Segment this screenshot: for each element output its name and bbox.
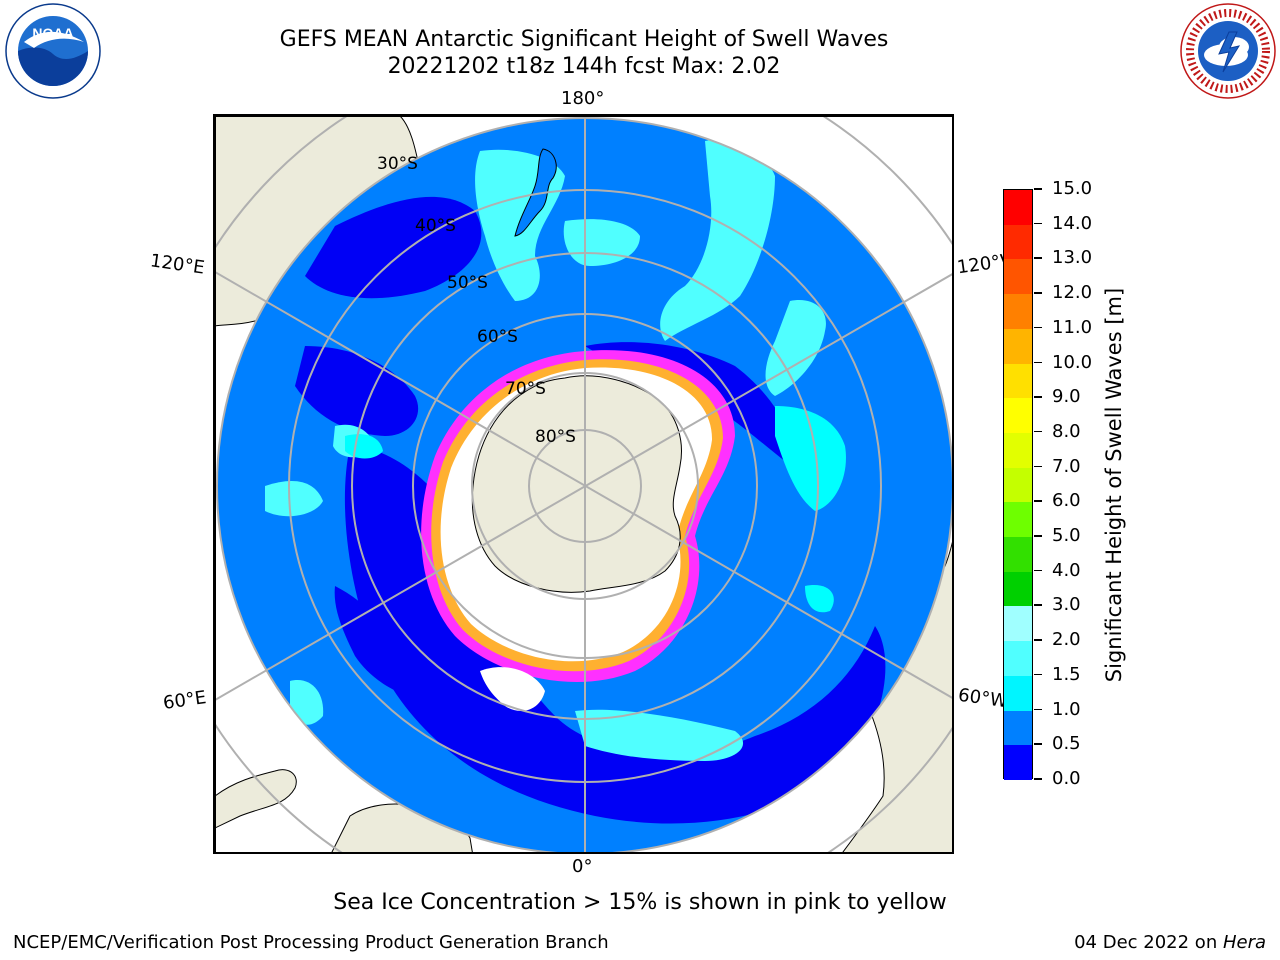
colorbar-tick-label: 15.0 <box>1052 178 1093 199</box>
colorbar-segment <box>1004 363 1032 399</box>
lon-label-120e: 120°E <box>148 250 206 279</box>
colorbar-tick-label: 12.0 <box>1052 282 1093 304</box>
colorbar-tick-label: 10.0 <box>1052 351 1093 373</box>
colorbar-tick-label: 4.0 <box>1052 559 1081 581</box>
footer-host: Hera <box>1222 932 1266 953</box>
colorbar-tick <box>1034 743 1042 745</box>
lat-label-30s: 30°S <box>377 154 418 174</box>
polar-map: 30°S 40°S 50°S 60°S 70°S 80°S <box>213 114 954 854</box>
colorbar-segment <box>1004 190 1032 226</box>
colorbar-tick-label: 1.0 <box>1052 698 1081 720</box>
colorbar-tick <box>1034 396 1042 398</box>
lat-label-40s: 40°S <box>415 216 456 236</box>
footer-date-text: 04 Dec 2022 on <box>1074 932 1223 953</box>
lon-label-0: 0° <box>572 856 593 877</box>
colorbar-tick-label: 0.5 <box>1052 733 1081 755</box>
lat-label-70s: 70°S <box>505 379 546 399</box>
chart-title: GEFS MEAN Antarctic Significant Height o… <box>279 27 889 52</box>
colorbar-tick-label: 2.0 <box>1052 629 1081 651</box>
colorbar-tick-label: 3.0 <box>1052 594 1081 616</box>
colorbar-segment <box>1004 224 1032 260</box>
colorbar-tick-label: 1.5 <box>1052 663 1081 685</box>
antarctica-landmass <box>471 375 682 593</box>
colorbar-tick-label: 11.0 <box>1052 316 1093 338</box>
lon-label-180: 180° <box>561 88 605 109</box>
colorbar-tick <box>1034 326 1042 329</box>
colorbar-tick <box>1034 361 1042 364</box>
colorbar-segment <box>1004 537 1032 573</box>
colorbar-tick <box>1034 673 1042 676</box>
colorbar-segment <box>1004 502 1032 538</box>
colorbar-segment <box>1004 294 1032 330</box>
colorbar-tick-label: 7.0 <box>1052 455 1081 477</box>
new-zealand-landmass <box>514 148 557 237</box>
sea-ice-note: Sea Ice Concentration > 15% is shown in … <box>333 890 947 915</box>
colorbar-tick <box>1034 604 1042 606</box>
lat-label-60s: 60°S <box>477 327 518 347</box>
colorbar-title: Significant Height of Swell Waves [m] <box>1102 287 1126 683</box>
colorbar <box>1003 189 1033 781</box>
colorbar-segment <box>1004 328 1032 365</box>
colorbar-tick <box>1034 257 1042 259</box>
lat-label-80s: 80°S <box>535 427 576 447</box>
colorbar-segment <box>1004 432 1032 469</box>
colorbar-tick <box>1034 569 1042 572</box>
colorbar-segment <box>1004 259 1032 295</box>
lon-label-60e: 60°E <box>161 687 208 714</box>
colorbar-tick <box>1034 535 1042 537</box>
colorbar-tick-label: 0.0 <box>1052 768 1081 789</box>
colorbar-tick-label: 9.0 <box>1052 386 1081 408</box>
colorbar-segment <box>1004 710 1032 746</box>
noaa-logo: NOAA <box>4 2 102 100</box>
colorbar-segment <box>1004 641 1032 677</box>
colorbar-segment <box>1004 467 1032 503</box>
colorbar-tick-label: 8.0 <box>1052 420 1081 442</box>
chart-subtitle: 20221202 t18z 144h fcst Max: 2.02 <box>387 54 781 79</box>
colorbar-segment <box>1004 606 1032 642</box>
madagascar-landmass <box>215 769 297 829</box>
colorbar-segment <box>1004 398 1032 434</box>
colorbar-tick-label: 14.0 <box>1052 212 1093 234</box>
lat-label-50s: 50°S <box>447 273 488 293</box>
colorbar-segment <box>1004 571 1032 607</box>
colorbar-tick-label: 6.0 <box>1052 490 1081 512</box>
colorbar-tick-label: 5.0 <box>1052 525 1081 547</box>
colorbar-tick <box>1034 292 1042 294</box>
colorbar-tick <box>1034 222 1042 225</box>
nws-logo <box>1179 2 1277 100</box>
colorbar-tick <box>1034 430 1042 433</box>
footer-credit: NCEP/EMC/Verification Post Processing Pr… <box>13 932 609 953</box>
colorbar-tick <box>1034 639 1042 641</box>
lon-label-120w: 120°W <box>955 250 1009 279</box>
colorbar-tick <box>1034 465 1042 468</box>
colorbar-segment <box>1004 745 1032 781</box>
colorbar-tick <box>1034 778 1042 780</box>
noaa-logo-text: NOAA <box>32 25 73 41</box>
colorbar-tick <box>1034 188 1042 190</box>
colorbar-tick <box>1034 500 1042 502</box>
footer-date: 04 Dec 2022 on Hera <box>1074 932 1266 953</box>
lon-label-60w: 60°W <box>956 684 1009 713</box>
colorbar-segment <box>1004 675 1032 712</box>
colorbar-tick-label: 13.0 <box>1052 247 1093 269</box>
colorbar-tick <box>1034 708 1042 711</box>
